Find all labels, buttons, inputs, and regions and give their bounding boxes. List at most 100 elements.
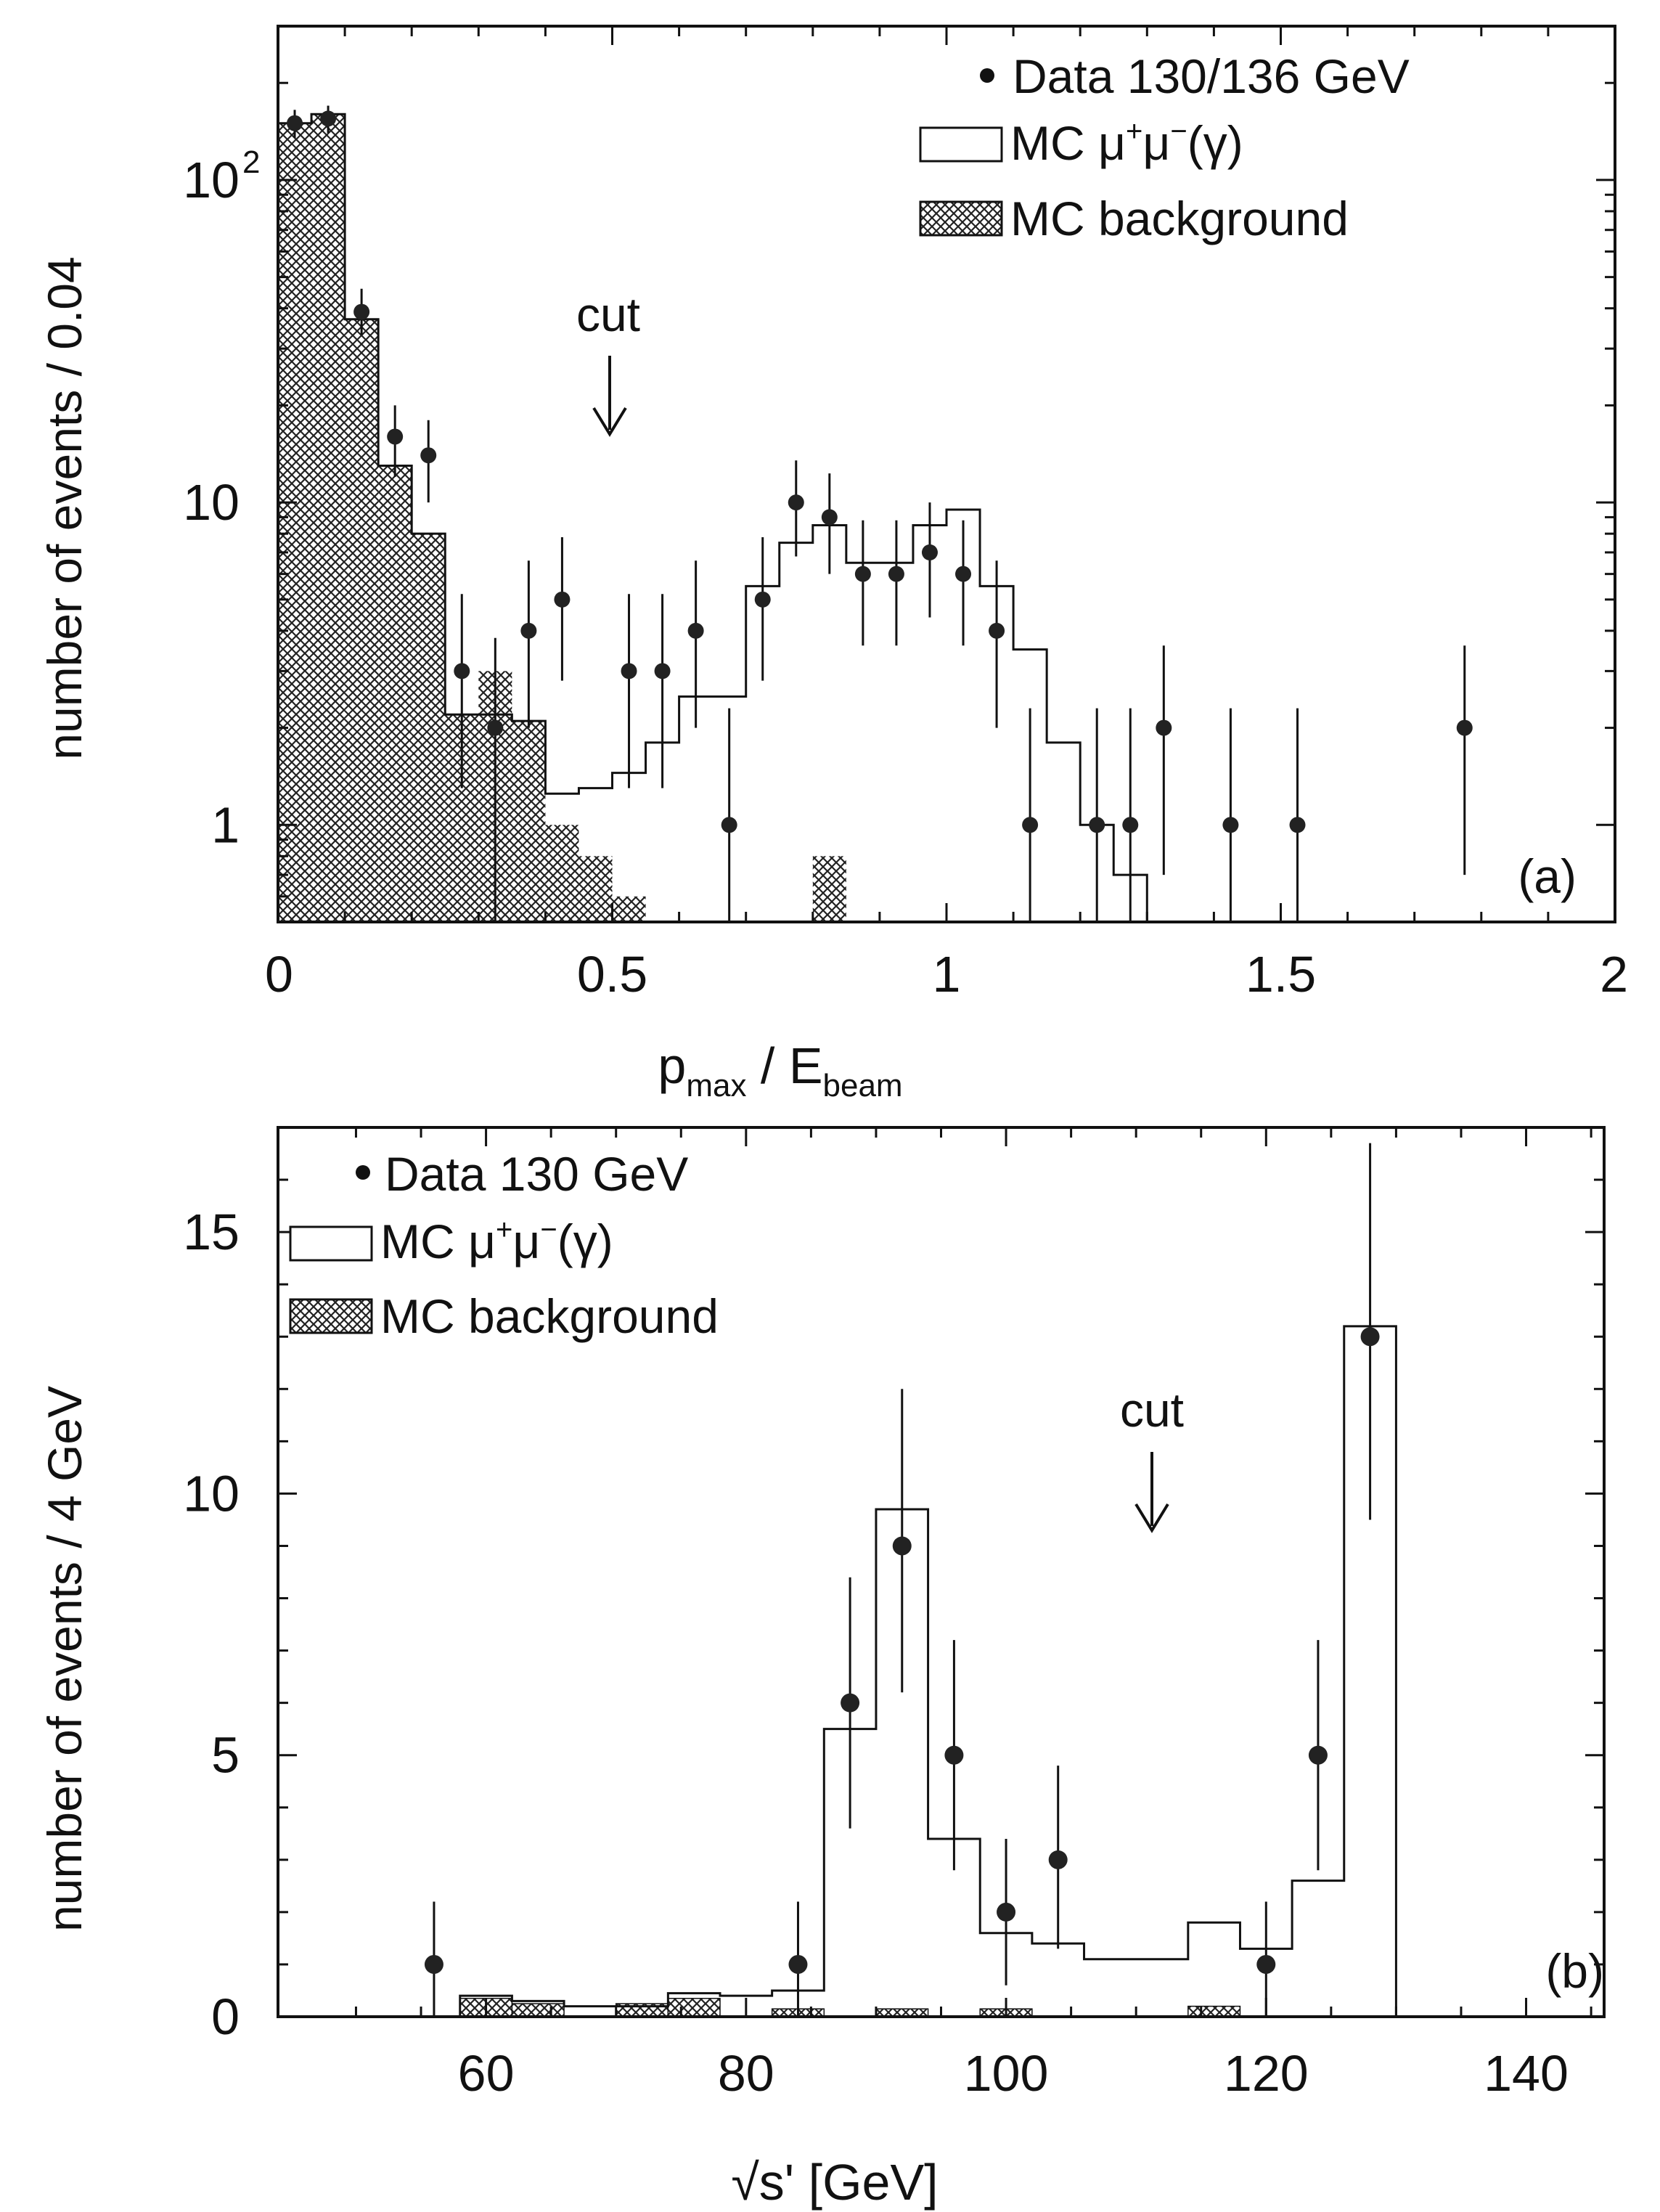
data-point [1308,1745,1328,1765]
background-bar [412,534,446,922]
background-bar [278,123,312,923]
legend-background-swatch [289,1298,373,1334]
data-point [788,494,804,511]
x-tick-label: 60 [458,2045,515,2102]
y-tick-label: 0 [211,1988,240,2045]
data-point [687,622,704,639]
plot-frame [277,25,1616,923]
legend-mc-signal-label: MC μ+μ−(γ) [1010,115,1243,170]
legend-mc-signal-swatch [919,126,1003,163]
data-point [520,622,537,639]
y-axis-label: number of events / 0.04 [38,256,91,759]
legend: Data 130 GeV MC μ+μ−(γ) MC background [289,1147,719,1343]
data-point [721,817,737,833]
x-tick-label: 120 [1224,2045,1309,2102]
axis-ticks [277,25,1616,923]
data-point [1048,1850,1068,1869]
data-point [921,544,938,560]
legend-data-marker [980,68,994,83]
data-point [621,663,637,679]
data-point [424,1954,443,1974]
panel-label: (b) [1545,1944,1604,1998]
y-tick-label: 10 [183,474,240,531]
x-tick-label: 140 [1484,2045,1569,2102]
background-bar [812,856,846,922]
background-histogram [278,114,846,923]
y-axis-label: number of events / 4 GeV [38,1386,91,1932]
y-tick-labels: 0 5 10 15 [183,1204,240,2045]
data-point [1156,719,1172,736]
data-point [955,566,972,582]
data-point [854,566,871,582]
background-bar [612,896,646,922]
data-point [654,663,671,679]
background-bar [378,465,412,922]
data-point [944,1745,964,1765]
data-point [788,1954,808,1974]
data-point [989,622,1005,639]
background-bar [311,114,346,923]
background-bar [345,319,379,922]
data-point [420,447,437,464]
data-point [754,591,771,608]
x-tick-label: 2 [1600,946,1628,1003]
data-point [1456,719,1473,736]
cut-label: cut [576,287,640,341]
legend-background-swatch [919,200,1003,237]
data-point [1089,817,1105,833]
data-point [454,663,470,679]
panel-b: 60 80 100 120 140 0 5 10 15 number of events / … [38,1126,1606,2211]
x-tick-label: 0 [265,946,293,1003]
data-point [892,1536,912,1556]
y-tick-label: 15 [183,1204,240,1260]
legend-data-marker [356,1165,370,1180]
x-tick-label: 1.5 [1246,946,1316,1003]
background-bar [578,856,613,922]
data-points [424,1143,1380,2017]
background-bar [545,825,579,922]
x-tick-labels: 0 0.5 1 1.5 2 [265,946,1628,1003]
y-tick-label: 5 [211,1727,240,1784]
y-tick-label-exponent: 2 [242,144,260,180]
x-tick-labels: 60 80 100 120 140 [458,2045,1569,2102]
cut-arrow [1134,1452,1169,1533]
cut-arrow [592,356,627,437]
data-point [353,303,370,320]
data-point [1222,817,1239,833]
background-bar [511,2003,565,2017]
x-tick-label: 80 [718,2045,774,2102]
x-tick-label: 0.5 [577,946,647,1003]
plot-frame [277,1126,1606,2018]
y-tick-label: 10 [183,152,240,208]
data-point [387,428,404,445]
mc-signal-histogram [356,1325,1397,2018]
data-point [487,719,504,736]
x-axis-label: √s' [GeV] [731,2154,938,2211]
cut-label: cut [1120,1383,1184,1437]
cut-annotation: cut [576,287,640,437]
y-tick-label: 1 [211,796,240,853]
data-point [997,1902,1016,1922]
panel-label: (a) [1518,849,1577,903]
x-tick-label: 1 [933,946,961,1003]
data-point [1256,1954,1276,1974]
data-point [888,566,904,582]
legend: Data 130/136 GeV MC μ+μ−(γ) MC backgroun… [919,49,1410,245]
data-point [287,115,303,131]
x-tick-label: 100 [964,2045,1049,2102]
legend-data-label: Data 130/136 GeV [1013,49,1410,103]
legend-mc-signal-label: MC μ+μ−(γ) [380,1214,613,1268]
legend-background-label: MC background [380,1289,719,1343]
background-histogram [459,1998,1241,2017]
x-axis-label: pmax / Ebeam [658,1037,902,1103]
data-point [320,110,337,127]
data-point [554,591,571,608]
background-bar [1187,2005,1241,2017]
data-point [1289,817,1306,833]
background-bar [512,721,546,922]
y-tick-label: 10 [183,1465,240,1522]
data-points [287,105,1473,922]
data-point [1360,1327,1380,1347]
